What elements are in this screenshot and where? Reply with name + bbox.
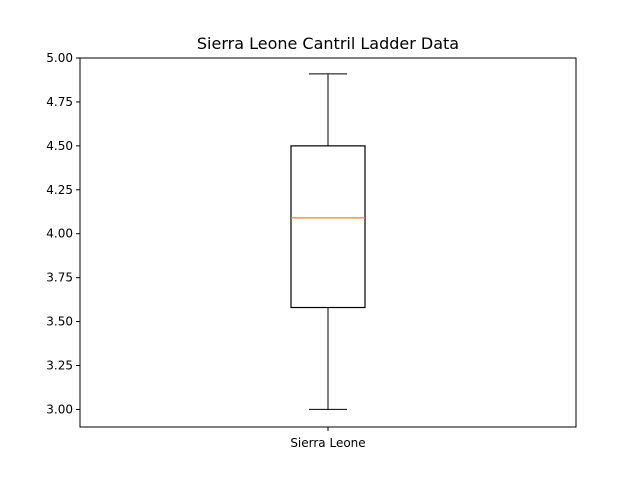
y-tick-label: 4.25 (46, 183, 73, 197)
x-tick-label: Sierra Leone (290, 436, 365, 450)
y-tick-label: 4.00 (46, 227, 73, 241)
y-tick-label: 3.25 (46, 359, 73, 373)
interquartile-box (290, 145, 366, 309)
y-tick-label: 3.75 (46, 271, 73, 285)
y-tick-label: 4.50 (46, 139, 73, 153)
y-axis-ticks: 3.00 3.25 3.50 3.75 4.00 4.25 4.50 4.75 5.00 (46, 51, 80, 416)
y-tick-label: 4.75 (46, 95, 73, 109)
y-tick-label: 3.00 (46, 402, 73, 416)
box-plot-marks (290, 73, 366, 410)
y-tick-label: 3.50 (46, 315, 73, 329)
x-axis-ticks: Sierra Leone (290, 427, 366, 450)
plot-frame (79, 57, 577, 428)
y-tick-label: 5.00 (46, 51, 73, 65)
chart-title: Sierra Leone Cantril Ladder Data (197, 34, 459, 53)
